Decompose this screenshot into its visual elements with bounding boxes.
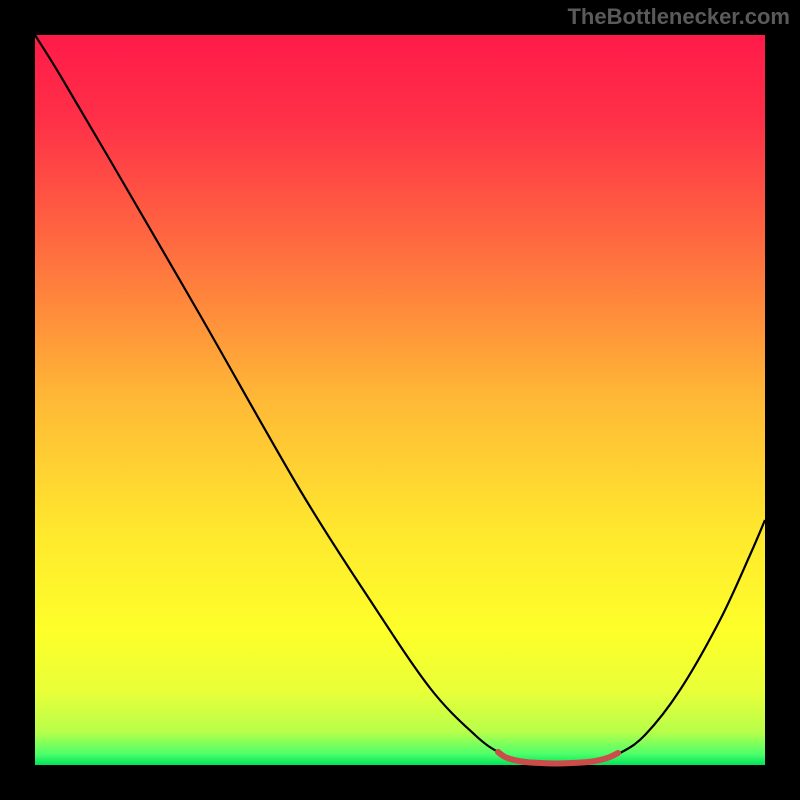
watermark-text: TheBottlenecker.com <box>567 4 790 30</box>
gradient-background <box>35 35 765 765</box>
chart-canvas <box>0 0 800 800</box>
bottleneck-chart: TheBottlenecker.com <box>0 0 800 800</box>
